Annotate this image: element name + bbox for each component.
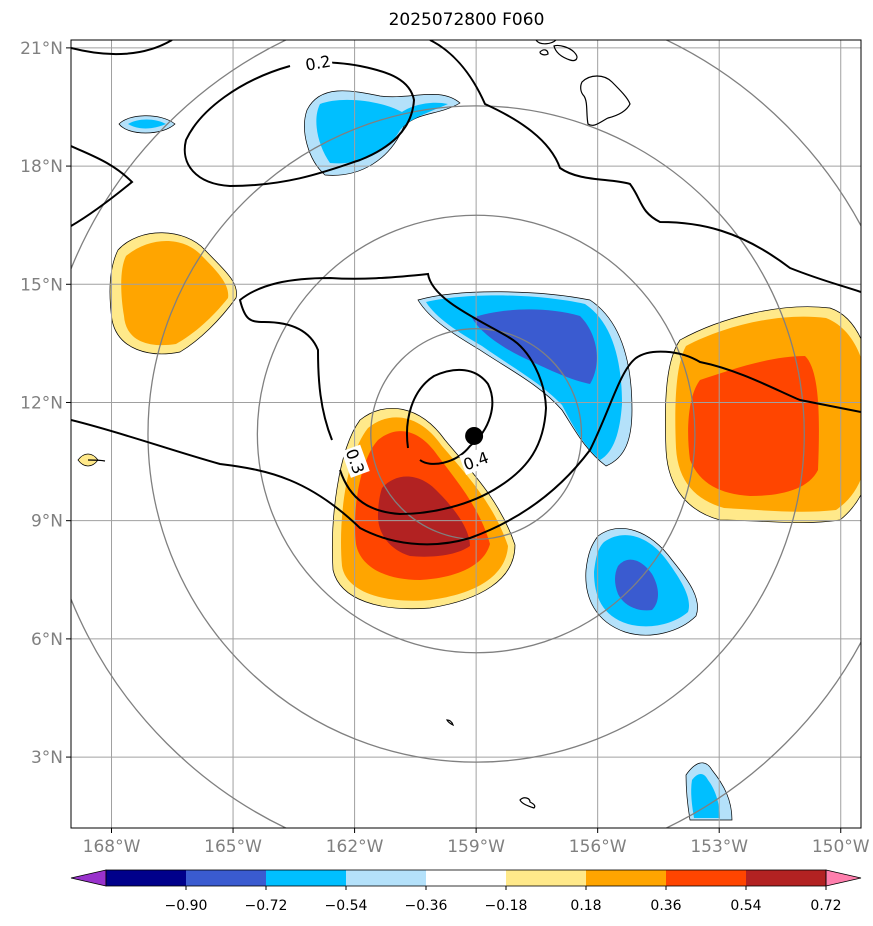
colorbar-segment <box>746 870 826 886</box>
contour-label-background <box>459 446 493 475</box>
colorbar-label: 0.18 <box>570 898 601 914</box>
contour-line <box>183 61 416 188</box>
longitude-label: 153°W <box>690 837 748 857</box>
colorbar-label: −0.54 <box>325 898 368 914</box>
shaded-anomaly-layer <box>77 90 861 821</box>
colorbar-label: −0.90 <box>165 898 208 914</box>
contour-line <box>238 272 548 516</box>
longitude-tick-labels: 168°W 165°W 162°W 159°W 156°W 153°W 150°W <box>83 828 870 857</box>
colorbar-label: −0.18 <box>485 898 528 914</box>
colorbar-segment <box>106 870 186 886</box>
island-outline <box>539 49 549 56</box>
storm-center-marker <box>465 426 484 445</box>
colorbar-label: −0.36 <box>405 898 448 914</box>
colorbar-segment <box>186 870 266 886</box>
range-ring <box>370 328 583 540</box>
latitude-label: 3°N <box>31 748 63 768</box>
colorbar-label: 0.54 <box>730 898 761 914</box>
island-outline <box>580 75 631 126</box>
longitude-label: 162°W <box>326 837 384 857</box>
longitude-label: 156°W <box>569 837 627 857</box>
island-outline <box>87 459 106 462</box>
contour-label-background <box>302 50 334 75</box>
longitude-label: 168°W <box>83 837 141 857</box>
contour-line <box>71 40 173 56</box>
latitude-label: 15°N <box>20 275 63 295</box>
coastlines <box>87 40 631 809</box>
latitude-label: 6°N <box>31 630 63 650</box>
colorbar-extend-low <box>70 869 107 887</box>
colorbar-segment <box>586 870 666 886</box>
contour-lines <box>71 40 861 546</box>
contour-line <box>71 350 861 546</box>
map-frame <box>70 39 862 829</box>
contour-line <box>406 368 494 465</box>
contour-line <box>429 40 861 293</box>
contour-label: 0.2 <box>304 52 332 75</box>
latitude-label: 21°N <box>20 39 63 59</box>
map-title: 2025072800 F060 <box>388 10 545 30</box>
longitude-label: 159°W <box>447 837 505 857</box>
island-outline <box>519 797 536 809</box>
contour-label-background <box>341 444 370 478</box>
island-outline <box>553 44 578 62</box>
island-outline <box>446 719 455 727</box>
colorbar-extend-high <box>825 869 862 887</box>
longitude-label: 150°W <box>812 837 870 857</box>
longitude-label: 165°W <box>204 837 262 857</box>
latitude-label: 12°N <box>20 393 63 413</box>
colorbar-label: 0.72 <box>810 898 841 914</box>
latitude-tick-labels: 21°N 18°N 15°N 12°N 9°N 6°N 3°N <box>20 39 71 768</box>
colorbar-segment <box>666 870 746 886</box>
latitude-label: 9°N <box>31 512 63 532</box>
island-outline <box>535 40 557 45</box>
colorbar-segment <box>506 870 586 886</box>
range-ring <box>147 105 805 763</box>
colorbar-label: −0.72 <box>245 898 288 914</box>
colorbar: −0.90 −0.72 −0.54 −0.36 −0.18 0.18 0.36 0.54 0.7… <box>70 869 862 914</box>
colorbar-segment <box>266 870 346 886</box>
colorbar-segment <box>346 870 426 886</box>
range-ring <box>256 214 696 654</box>
colorbar-segment <box>426 870 506 886</box>
latitude-label: 18°N <box>20 157 63 177</box>
colorbar-label: 0.36 <box>650 898 681 914</box>
range-rings <box>71 40 861 828</box>
contour-line <box>71 145 134 227</box>
colorbar-frame <box>105 869 827 887</box>
